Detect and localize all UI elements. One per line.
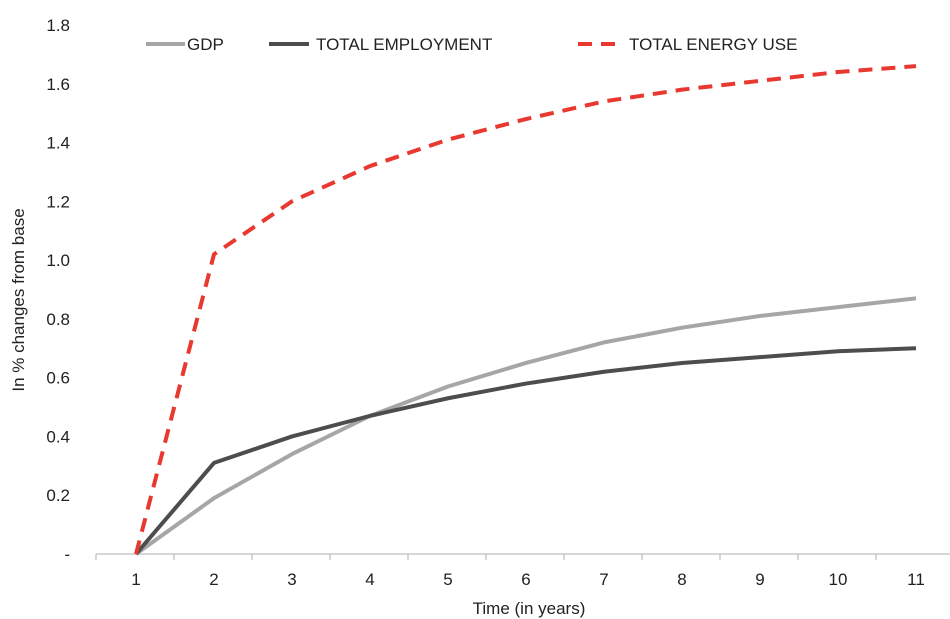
x-tick-label: 1 — [131, 570, 140, 589]
legend-item-total-employment: TOTAL EMPLOYMENT — [269, 35, 492, 54]
y-tick-label: 0.6 — [46, 369, 70, 388]
x-tick-label: 9 — [755, 570, 764, 589]
x-axis-title: Time (in years) — [473, 599, 586, 618]
legend-item-gdp: GDP — [146, 35, 224, 54]
y-tick-labels: - 0.2 0.4 0.6 0.8 1.0 1.2 1.4 1.6 1.8 — [46, 16, 70, 564]
y-tick-label: 1.8 — [46, 16, 70, 35]
x-tick-label: 8 — [677, 570, 686, 589]
y-tick-label: 1.6 — [46, 75, 70, 94]
series-line-gdp — [134, 296, 917, 556]
series-line-total-energy-use — [134, 64, 917, 555]
y-tick-label: 1.0 — [46, 251, 70, 270]
y-tick-label: 0.2 — [46, 486, 70, 505]
x-tick-label: 2 — [209, 570, 218, 589]
y-axis-title: In % changes from base — [9, 208, 28, 391]
legend-label: TOTAL EMPLOYMENT — [316, 35, 492, 54]
y-tick-label: 1.4 — [46, 134, 70, 153]
x-tick-label: 3 — [287, 570, 296, 589]
x-tick-labels: 1 2 3 4 5 6 7 8 9 10 11 — [131, 570, 925, 589]
legend-item-total-energy-use: TOTAL ENERGY USE — [578, 35, 797, 54]
x-tick-label: 11 — [907, 570, 925, 589]
legend-label: TOTAL ENERGY USE — [629, 35, 797, 54]
x-tick-label: 7 — [599, 570, 608, 589]
legend: GDP TOTAL EMPLOYMENT TOTAL ENERGY USE — [146, 35, 797, 54]
x-tick-label: 5 — [443, 570, 452, 589]
x-tick-label: 6 — [521, 570, 530, 589]
legend-label: GDP — [187, 35, 224, 54]
x-tick-label: 10 — [829, 570, 848, 589]
series-lines — [134, 64, 917, 556]
axes — [95, 553, 950, 560]
series-line-total-employment — [134, 346, 917, 556]
y-tick-label: 0.4 — [46, 427, 70, 446]
x-tick-label: 4 — [365, 570, 374, 589]
y-tick-label: 1.2 — [46, 192, 70, 211]
y-tick-label: - — [64, 545, 70, 564]
y-tick-label: 0.8 — [46, 310, 70, 329]
